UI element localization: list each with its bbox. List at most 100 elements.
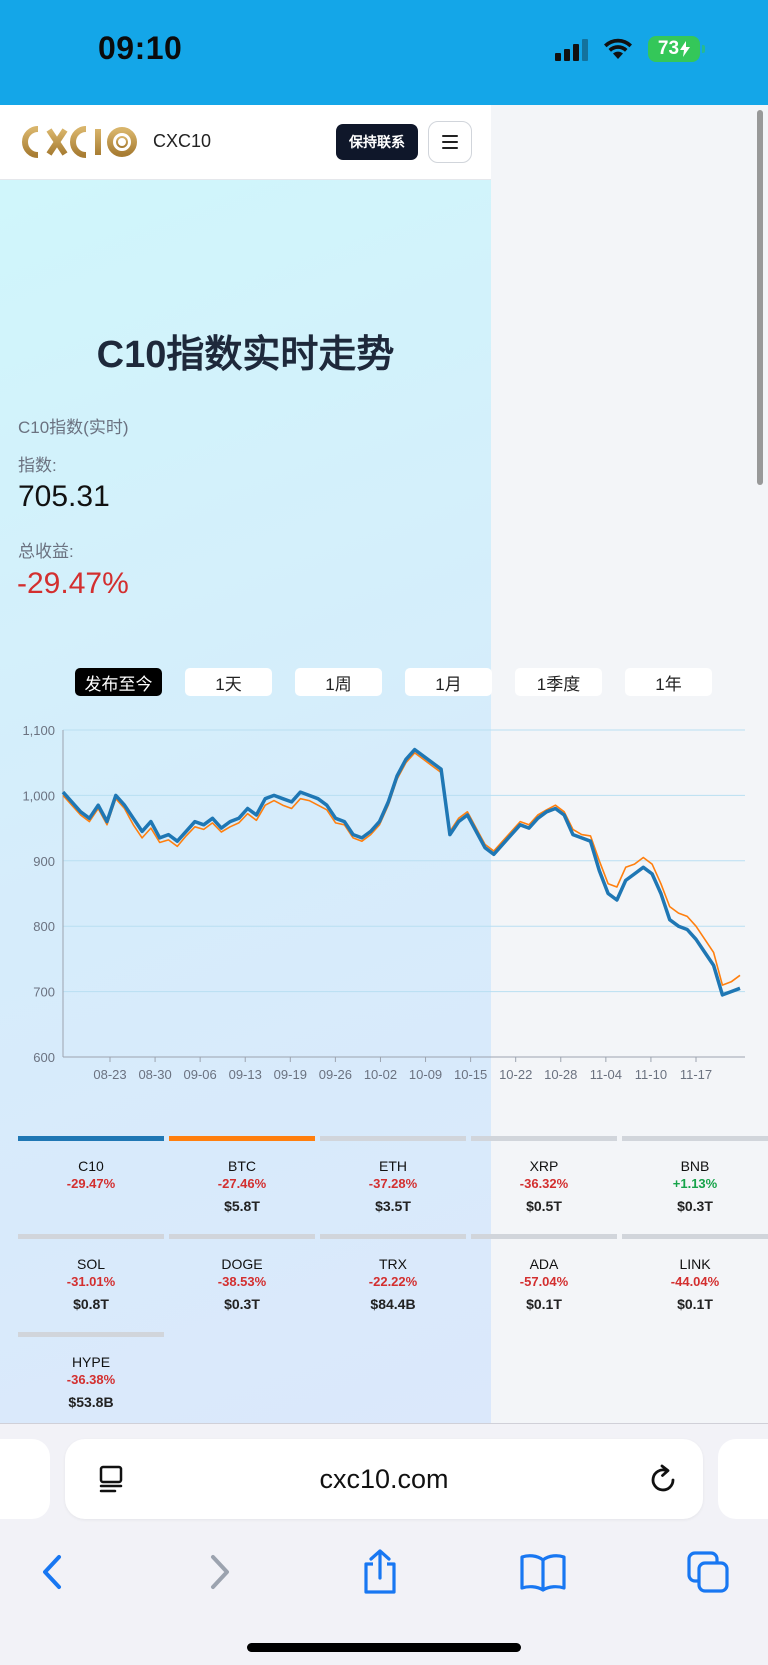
asset-color-bar — [320, 1234, 466, 1239]
asset-color-bar — [320, 1136, 466, 1141]
asset-card[interactable]: HYPE -36.38% $53.8B — [18, 1332, 164, 1422]
menu-line-icon — [442, 147, 458, 149]
range-tab-1y[interactable]: 1年 — [625, 668, 712, 696]
next-tab-preview[interactable] — [718, 1439, 768, 1519]
asset-market-cap: $3.5T — [375, 1198, 411, 1214]
index-line-chart[interactable]: 1,100 1,000 900 800 700 600 08-23 08-30 09-06 09-… — [0, 710, 768, 1130]
asset-card[interactable]: C10 -29.47% — [18, 1136, 164, 1226]
range-tab-1w[interactable]: 1周 — [295, 668, 382, 696]
asset-card[interactable]: SOL -31.01% $0.8T — [18, 1234, 164, 1324]
back-button[interactable] — [22, 1544, 82, 1600]
x-tick-label: 08-30 — [138, 1067, 171, 1082]
browser-toolbar — [0, 1526, 768, 1665]
tabs-button[interactable] — [678, 1544, 738, 1600]
y-tick-label: 900 — [33, 854, 55, 869]
asset-market-cap: $0.1T — [526, 1296, 562, 1312]
asset-market-cap: $5.8T — [224, 1198, 260, 1214]
wifi-icon — [604, 38, 632, 59]
cxcio-logo[interactable] — [18, 125, 144, 159]
asset-name: XRP — [529, 1158, 559, 1174]
chevron-right-icon — [211, 1555, 229, 1589]
asset-name: HYPE — [71, 1354, 111, 1370]
asset-name: C10 — [78, 1158, 104, 1174]
asset-card[interactable]: TRX -22.22% $84.4B — [320, 1234, 466, 1324]
menu-line-icon — [442, 135, 458, 137]
contact-button[interactable]: 保持联系 — [336, 124, 418, 160]
asset-change: +1.13% — [672, 1176, 718, 1191]
x-tick-label: 09-13 — [229, 1067, 262, 1082]
asset-name: ETH — [379, 1158, 407, 1174]
asset-change: -37.28% — [368, 1176, 418, 1191]
asset-name: BTC — [228, 1158, 256, 1174]
asset-name: TRX — [379, 1256, 407, 1272]
c10-series-line — [61, 747, 741, 997]
asset-name: SOL — [76, 1256, 105, 1272]
asset-card[interactable]: DOGE -38.53% $0.3T — [169, 1234, 315, 1324]
x-tick-label: 10-22 — [499, 1067, 532, 1082]
asset-market-cap: $0.3T — [224, 1296, 260, 1312]
asset-color-bar — [169, 1234, 315, 1239]
asset-card[interactable]: BNB +1.13% $0.3T — [622, 1136, 768, 1226]
page-menu-icon[interactable] — [95, 1463, 127, 1495]
battery-level: 73 — [657, 38, 680, 59]
y-tick-label: 700 — [33, 985, 55, 1000]
asset-card[interactable]: LINK -44.04% $0.1T — [622, 1234, 768, 1324]
x-tick-label: 10-09 — [409, 1067, 442, 1082]
url-text: cxc10.com — [319, 1463, 449, 1494]
x-tick-label: 09-19 — [274, 1067, 307, 1082]
range-tab-all[interactable]: 发布至今 — [75, 668, 162, 696]
index-value: 705.31 — [18, 480, 110, 513]
asset-name: ADA — [529, 1256, 559, 1272]
x-tick-label: 10-02 — [364, 1067, 397, 1082]
asset-change: -36.38% — [66, 1372, 116, 1387]
asset-color-bar — [622, 1234, 768, 1239]
book-icon — [520, 1554, 566, 1592]
previous-tab-preview[interactable] — [0, 1439, 50, 1519]
status-bar: 09:10 73 — [0, 0, 768, 105]
browser-address-area: cxc10.com — [0, 1423, 768, 1526]
range-tab-1d[interactable]: 1天 — [185, 668, 272, 696]
x-tick-label: 11-17 — [680, 1067, 712, 1082]
web-page: CXC10 保持联系 C10指数实时走势 C10指数(实时) 指数: 705.3… — [0, 105, 768, 1423]
asset-change: -31.01% — [66, 1274, 116, 1289]
home-indicator[interactable] — [247, 1643, 521, 1652]
scroll-indicator[interactable] — [757, 110, 763, 485]
status-time: 09:10 — [98, 30, 183, 66]
menu-line-icon — [442, 141, 458, 143]
asset-card[interactable]: BTC -27.46% $5.8T — [169, 1136, 315, 1226]
asset-color-bar — [471, 1234, 617, 1239]
bookmarks-button[interactable] — [513, 1544, 573, 1600]
asset-card[interactable]: ETH -37.28% $3.5T — [320, 1136, 466, 1226]
asset-market-cap: $0.8T — [73, 1296, 109, 1312]
asset-card[interactable]: ADA -57.04% $0.1T — [471, 1234, 617, 1324]
asset-card[interactable]: XRP -36.32% $0.5T — [471, 1136, 617, 1226]
asset-market-cap: $0.5T — [526, 1198, 562, 1214]
page-title: C10指数实时走势 — [96, 334, 395, 376]
brand-name[interactable]: CXC10 — [153, 131, 212, 151]
range-tab-1m[interactable]: 1月 — [405, 668, 492, 696]
y-tick-label: 800 — [33, 919, 55, 934]
asset-color-bar — [169, 1136, 315, 1141]
asset-color-bar — [18, 1234, 164, 1239]
range-tab-1q[interactable]: 1季度 — [515, 668, 602, 696]
return-value: -29.47% — [17, 567, 129, 600]
x-tick-label: 09-06 — [184, 1067, 217, 1082]
asset-color-bar — [622, 1136, 768, 1141]
asset-change: -38.53% — [217, 1274, 267, 1289]
y-tick-label: 600 — [33, 1050, 55, 1065]
y-tick-label: 1,100 — [22, 723, 55, 738]
asset-market-cap: $53.8B — [68, 1394, 114, 1410]
site-header: CXC10 保持联系 — [0, 105, 491, 180]
chevron-left-icon — [43, 1555, 61, 1589]
asset-color-bar — [471, 1136, 617, 1141]
forward-button[interactable] — [190, 1544, 250, 1600]
address-bar[interactable]: cxc10.com — [65, 1439, 703, 1519]
page-background — [0, 105, 491, 1423]
share-button[interactable] — [350, 1544, 410, 1600]
reload-icon[interactable] — [647, 1463, 681, 1497]
asset-change: -36.32% — [519, 1176, 569, 1191]
range-tabs: 发布至今 1天 1周 1月 1季度 1年 — [75, 668, 712, 696]
asset-market-cap: $84.4B — [370, 1296, 416, 1312]
index-sub-label: 指数: — [18, 456, 57, 475]
hamburger-menu-button[interactable] — [428, 121, 472, 163]
